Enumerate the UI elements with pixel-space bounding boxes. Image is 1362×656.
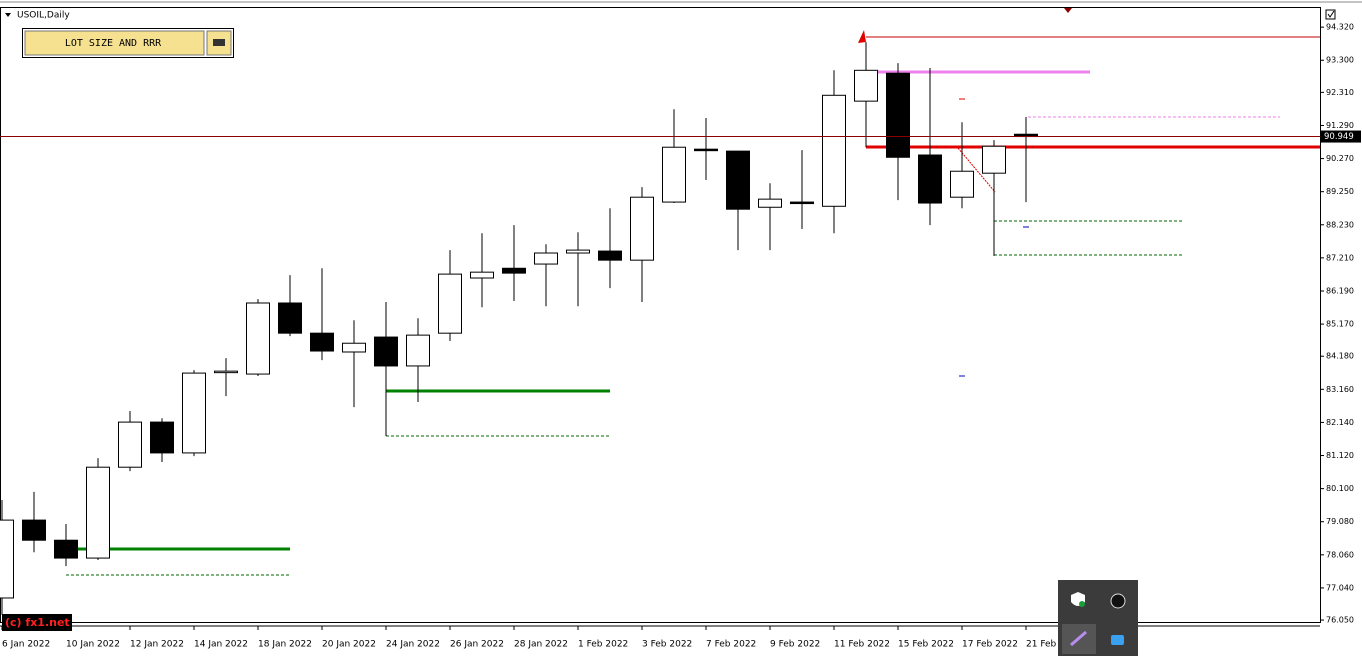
plot-frame — [0, 7, 1321, 623]
candle-body — [406, 334, 430, 367]
x-tick-label: 17 Feb 2022 — [962, 640, 1018, 650]
candle-body — [0, 519, 14, 599]
x-tick-label: 20 Jan 2022 — [322, 640, 376, 650]
checkbox[interactable] — [1325, 9, 1336, 20]
check — [1327, 10, 1335, 18]
candle-body — [918, 154, 942, 204]
tray-badge — [1079, 601, 1085, 607]
y-tick-label: 82.140 — [1326, 418, 1354, 427]
candle-body — [22, 519, 46, 541]
y-tick-label: 88.230 — [1326, 220, 1354, 229]
y-tick-label: 89.250 — [1326, 187, 1354, 196]
x-tick-label: 26 Jan 2022 — [450, 640, 504, 650]
y-tick-label: 80.100 — [1326, 484, 1354, 493]
candle-body — [150, 421, 174, 454]
candle-body — [694, 148, 718, 152]
icon — [213, 39, 225, 46]
candle-body — [182, 372, 206, 454]
candle-body — [726, 150, 750, 210]
candle-body — [502, 267, 526, 274]
candle-body — [566, 249, 590, 254]
tray-icon[interactable] — [1070, 630, 1087, 647]
x-tick-label: 14 Jan 2022 — [194, 640, 248, 650]
dropdown-icon[interactable] — [5, 13, 11, 17]
x-tick-label: 28 Jan 2022 — [514, 640, 568, 650]
candle-body — [886, 72, 910, 158]
candle-body — [118, 421, 142, 468]
x-tick-label: 18 Jan 2022 — [258, 640, 312, 650]
x-tick-label: 11 Feb 2022 — [834, 640, 890, 650]
tray-icon[interactable] — [1110, 593, 1126, 609]
candle-body — [86, 466, 110, 559]
x-tick-label: 15 Feb 2022 — [898, 640, 954, 650]
x-tick-label: 9 Feb 2022 — [770, 640, 820, 650]
candle-body — [662, 146, 686, 203]
y-tick-label: 84.180 — [1326, 352, 1354, 361]
candle-body — [822, 94, 846, 207]
candle-body — [630, 196, 654, 261]
y-tick-label: 81.120 — [1326, 451, 1354, 460]
tray-icon[interactable] — [1111, 635, 1124, 645]
candle-body — [470, 271, 494, 279]
candle-body — [758, 198, 782, 208]
x-tick-label: 3 Feb 2022 — [642, 640, 692, 650]
y-tick-label: 94.320 — [1326, 23, 1354, 32]
y-tick-label: 79.080 — [1326, 517, 1354, 526]
trend-line — [957, 147, 996, 193]
x-tick-label: 10 Jan 2022 — [66, 640, 120, 650]
candle-body — [950, 170, 974, 198]
candle-body — [982, 145, 1006, 174]
y-tick-label: 76.050 — [1326, 616, 1354, 625]
watermark: (c) fx1.net — [5, 616, 70, 629]
x-tick-label: 7 Feb 2022 — [706, 640, 756, 650]
drawings — [66, 8, 1320, 576]
candle-body — [246, 302, 270, 375]
lot-size-button[interactable] — [24, 30, 205, 56]
x-tick-label: 6 Jan 2022 — [2, 640, 50, 650]
candle-body — [598, 250, 622, 261]
candle-body — [438, 273, 462, 334]
y-tick-label: 85.170 — [1326, 320, 1354, 329]
candle-body — [342, 342, 366, 353]
y-tick-label: 90.270 — [1326, 154, 1354, 163]
y-tick-label: 83.160 — [1326, 385, 1354, 394]
button-label: LOT SIZE AND RRR — [65, 38, 162, 49]
x-tick-label: 12 Jan 2022 — [130, 640, 184, 650]
marker — [1064, 8, 1072, 13]
price-label: 90.949 — [1324, 132, 1354, 142]
candle-body — [790, 201, 814, 205]
y-tick-label: 93.300 — [1326, 56, 1354, 65]
candle-body — [534, 252, 558, 265]
y-tick-label: 91.290 — [1326, 121, 1354, 130]
x-tick-label: 1 Feb 2022 — [578, 640, 628, 650]
symbol-label: USOIL,Daily — [17, 11, 70, 21]
y-tick-label: 78.060 — [1326, 550, 1354, 559]
candle-body — [854, 69, 878, 102]
y-tick-label: 77.040 — [1326, 583, 1354, 592]
y-tick-label: 87.210 — [1326, 253, 1354, 262]
candle-body — [310, 332, 334, 352]
candle-body — [54, 539, 78, 559]
candle-body — [278, 302, 302, 334]
arrow — [858, 30, 866, 43]
candle-body — [214, 370, 238, 374]
y-tick-label: 92.310 — [1326, 88, 1354, 97]
y-tick-label: 86.190 — [1326, 286, 1354, 295]
price-label-bg — [1321, 130, 1361, 143]
candle-body — [374, 336, 398, 367]
x-tick-label: 24 Jan 2022 — [386, 640, 440, 650]
x-tick-label: 21 Feb — [1026, 640, 1057, 650]
watermark-bg — [2, 614, 72, 631]
